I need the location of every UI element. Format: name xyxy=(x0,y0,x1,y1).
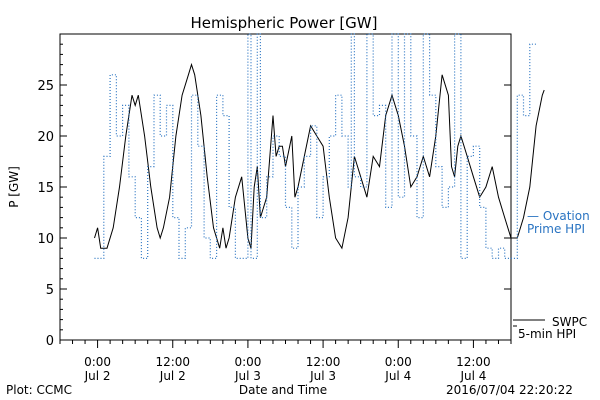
x-axis-label: Date and Time xyxy=(239,383,327,397)
legend-ovation-line1: — Ovation xyxy=(527,209,590,223)
footer-plot-source: Plot: CCMC xyxy=(6,383,72,397)
x-tick-time-label: 12:00 xyxy=(155,355,190,369)
x-tick-date-label: Jul 4 xyxy=(384,369,411,383)
x-tick-time-label: 12:00 xyxy=(306,355,341,369)
y-tick-label: 20 xyxy=(37,130,54,145)
y-axis: 0 5 10 15 20 25 xyxy=(37,43,511,349)
x-tick-date-label: Jul 2 xyxy=(159,369,186,383)
legend-swpc-line1: SWPC xyxy=(552,315,587,329)
x-tick-date-label: Jul 4 xyxy=(459,369,486,383)
x-tick-time-label: 12:00 xyxy=(456,355,491,369)
footer-timestamp: 2016/07/04 22:20:22 xyxy=(446,383,573,397)
y-tick-label: 25 xyxy=(37,79,54,94)
x-tick-time-label: 0:00 xyxy=(385,355,412,369)
series-layer xyxy=(94,33,545,259)
y-axis-label: P [GW] xyxy=(7,166,21,208)
y-tick-label: 10 xyxy=(37,232,54,247)
x-tick-time-label: 0:00 xyxy=(84,355,111,369)
legend-ovation-line2: Prime HPI xyxy=(527,222,585,236)
chart-title: Hemispheric Power [GW] xyxy=(191,14,378,32)
series-ovation-line xyxy=(94,33,537,259)
series-swpc-line xyxy=(94,62,545,250)
y-tick-label: 5 xyxy=(46,283,54,298)
y-tick-label: 15 xyxy=(37,181,54,196)
x-tick-time-label: 0:00 xyxy=(234,355,261,369)
y-tick-label: 0 xyxy=(46,334,54,349)
x-tick-date-label: Jul 3 xyxy=(234,369,261,383)
legend-swpc-line2: 5-min HPI xyxy=(518,327,576,341)
x-tick-date-label: Jul 3 xyxy=(309,369,336,383)
x-tick-date-label: Jul 2 xyxy=(84,369,111,383)
